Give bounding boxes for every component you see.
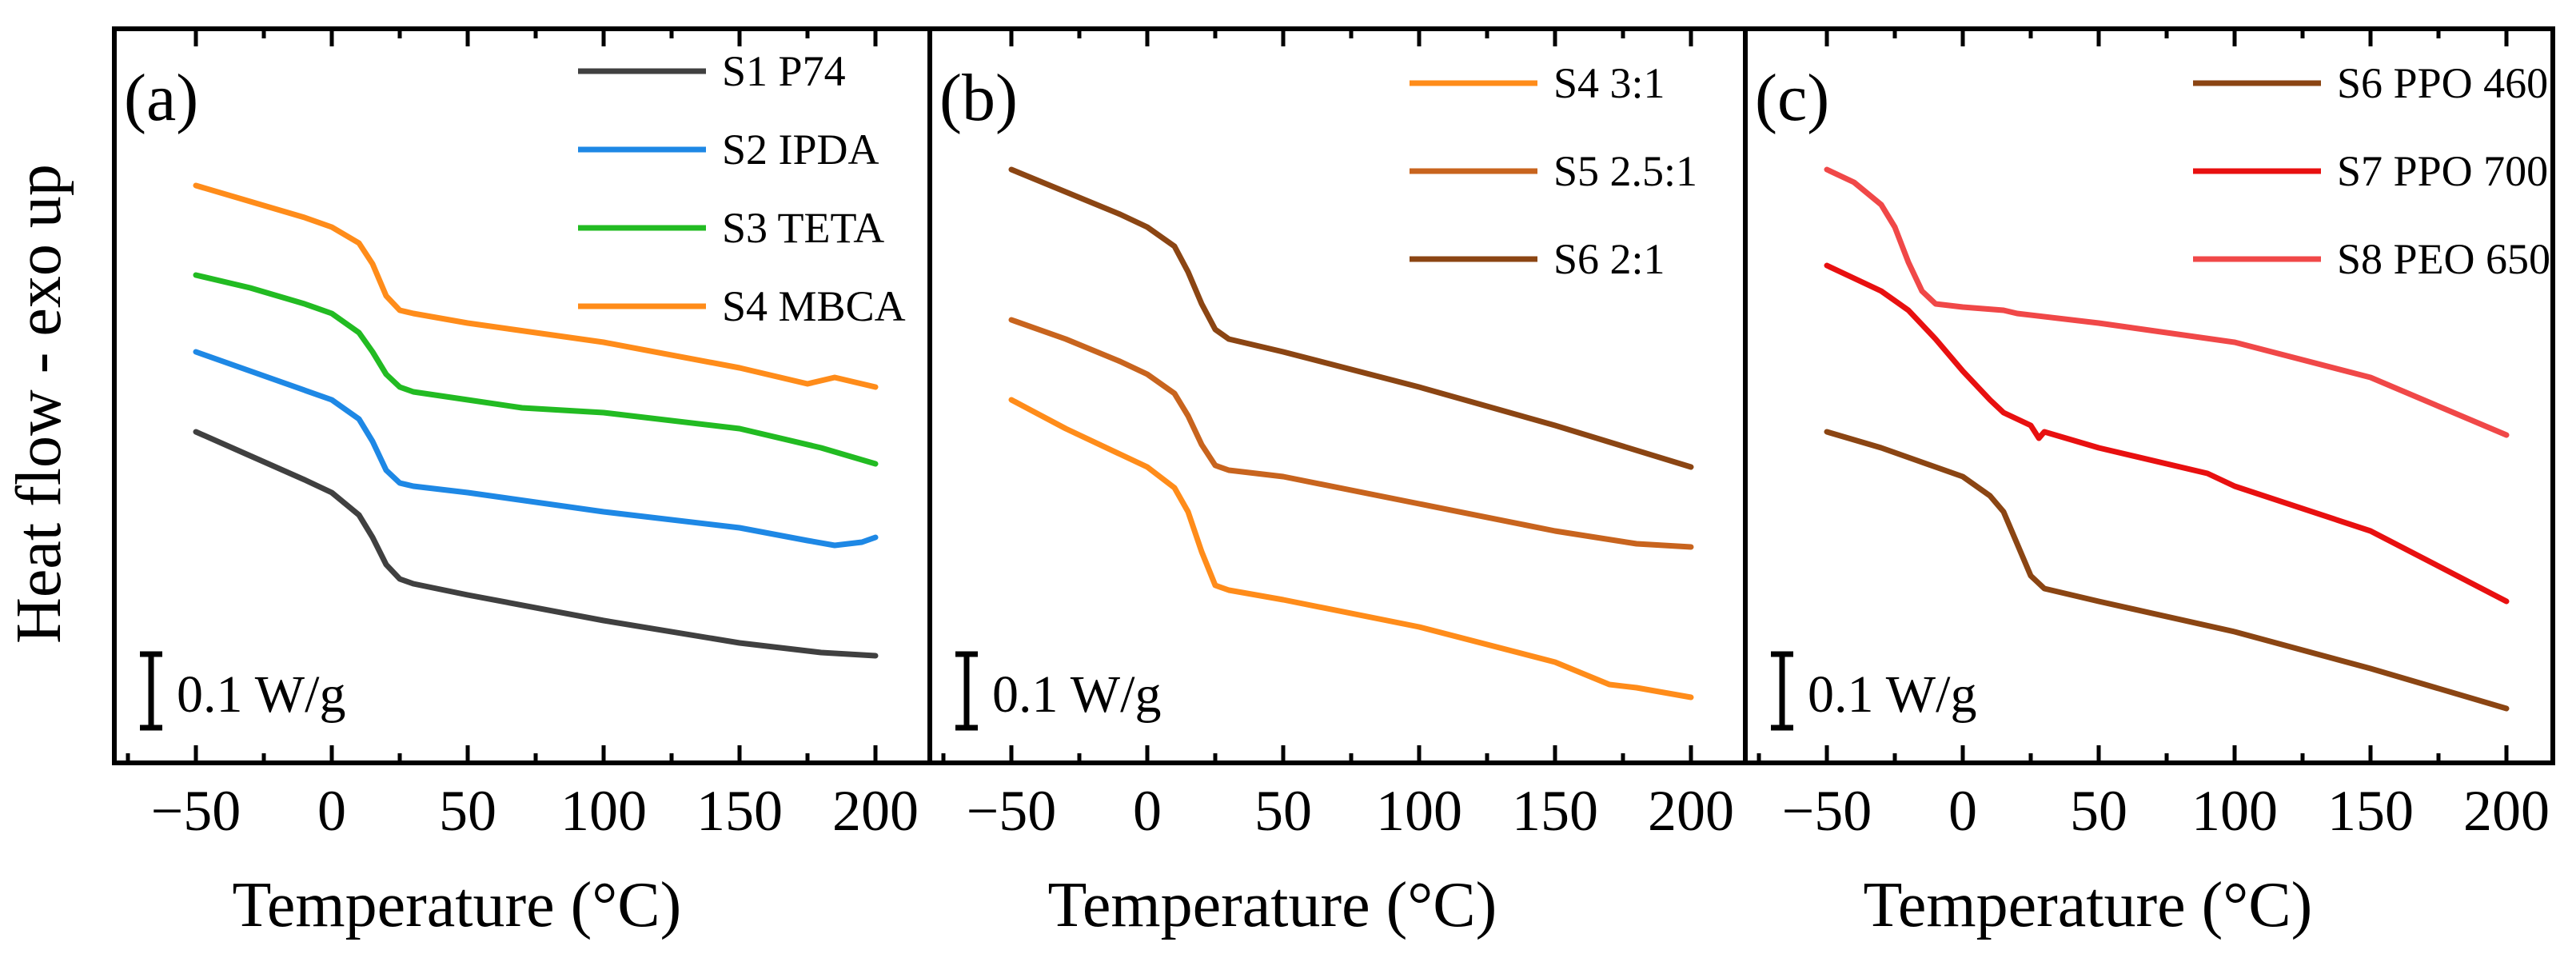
x-tick-label: 200 <box>2463 779 2550 843</box>
x-tick-label: −50 <box>967 779 1057 843</box>
panel-label: (b) <box>939 61 1018 135</box>
series-line-s7-ppo-700 <box>1824 262 2510 605</box>
panel-c: −50 0 50 100 150 200 Temperature (°C) (c) 0.1 W/… <box>1755 29 2550 940</box>
legend-label: S8 PEO 650 <box>2337 235 2550 283</box>
x-tick-label: 200 <box>1648 779 1734 843</box>
x-tick-label: −50 <box>151 779 241 843</box>
legend-label: S2 IPDA <box>722 126 879 174</box>
y-axis-title: Heat flow - exo up <box>4 164 74 644</box>
x-tick-label: 50 <box>1254 779 1312 843</box>
series-line-s4-mbca <box>193 182 879 390</box>
series-line-s6-2-1 <box>1008 166 1694 470</box>
series-line-s5-2-5-1 <box>1008 317 1694 550</box>
legend-label: S6 2:1 <box>1553 235 1665 283</box>
x-axis-title: Temperature (°C) <box>1864 870 2313 940</box>
scale-bar-label: 0.1 W/g <box>1808 665 1976 724</box>
x-tick-label: −50 <box>1782 779 1872 843</box>
x-tick-label: 0 <box>1948 779 1977 843</box>
panel-label: (c) <box>1755 61 1829 135</box>
legend-label: S5 2.5:1 <box>1553 147 1697 195</box>
panel-a: −50 0 50 100 150 200 Temperature (°C) (a) 0.1 W/… <box>124 29 919 940</box>
scale-bar-label: 0.1 W/g <box>992 665 1161 724</box>
x-tick-label: 0 <box>317 779 346 843</box>
series-line-s8-peo-650 <box>1824 166 2510 438</box>
x-tick-label: 150 <box>696 779 783 843</box>
series-line-s3-teta <box>193 272 879 467</box>
x-tick-label: 150 <box>2327 779 2414 843</box>
x-tick-label: 100 <box>1376 779 1462 843</box>
legend-label: S4 3:1 <box>1553 59 1665 107</box>
x-axis-title: Temperature (°C) <box>1048 870 1497 940</box>
series-line-s4-3-1 <box>1008 397 1694 701</box>
legend-label: S6 PPO 460 <box>2337 59 2548 107</box>
panel-label: (a) <box>124 61 198 135</box>
panel-b: −50 0 50 100 150 200 Temperature (°C) (b) 0.1 W/… <box>939 29 1734 940</box>
series-line-s2-ipda <box>193 349 879 549</box>
x-tick-label: 200 <box>832 779 919 843</box>
x-tick-label: 150 <box>1512 779 1598 843</box>
legend-label: S4 MBCA <box>722 282 906 330</box>
panels: −50 0 50 100 150 200 Temperature (°C) (a) 0.1 W/… <box>124 29 2550 940</box>
x-tick-label: 50 <box>2070 779 2127 843</box>
x-tick-label: 100 <box>2191 779 2278 843</box>
series-line-s1-p74 <box>193 429 879 659</box>
x-tick-label: 100 <box>560 779 647 843</box>
series-line-s6-ppo-460 <box>1824 429 2510 712</box>
x-tick-label: 0 <box>1133 779 1162 843</box>
plot-frame <box>112 26 2555 765</box>
legend-label: S3 TETA <box>722 204 884 252</box>
legend-label: S1 P74 <box>722 47 846 95</box>
scale-bar-label: 0.1 W/g <box>177 665 345 724</box>
x-tick-label: 50 <box>439 779 496 843</box>
x-axis-title: Temperature (°C) <box>233 870 682 940</box>
legend-label: S7 PPO 700 <box>2337 147 2548 195</box>
